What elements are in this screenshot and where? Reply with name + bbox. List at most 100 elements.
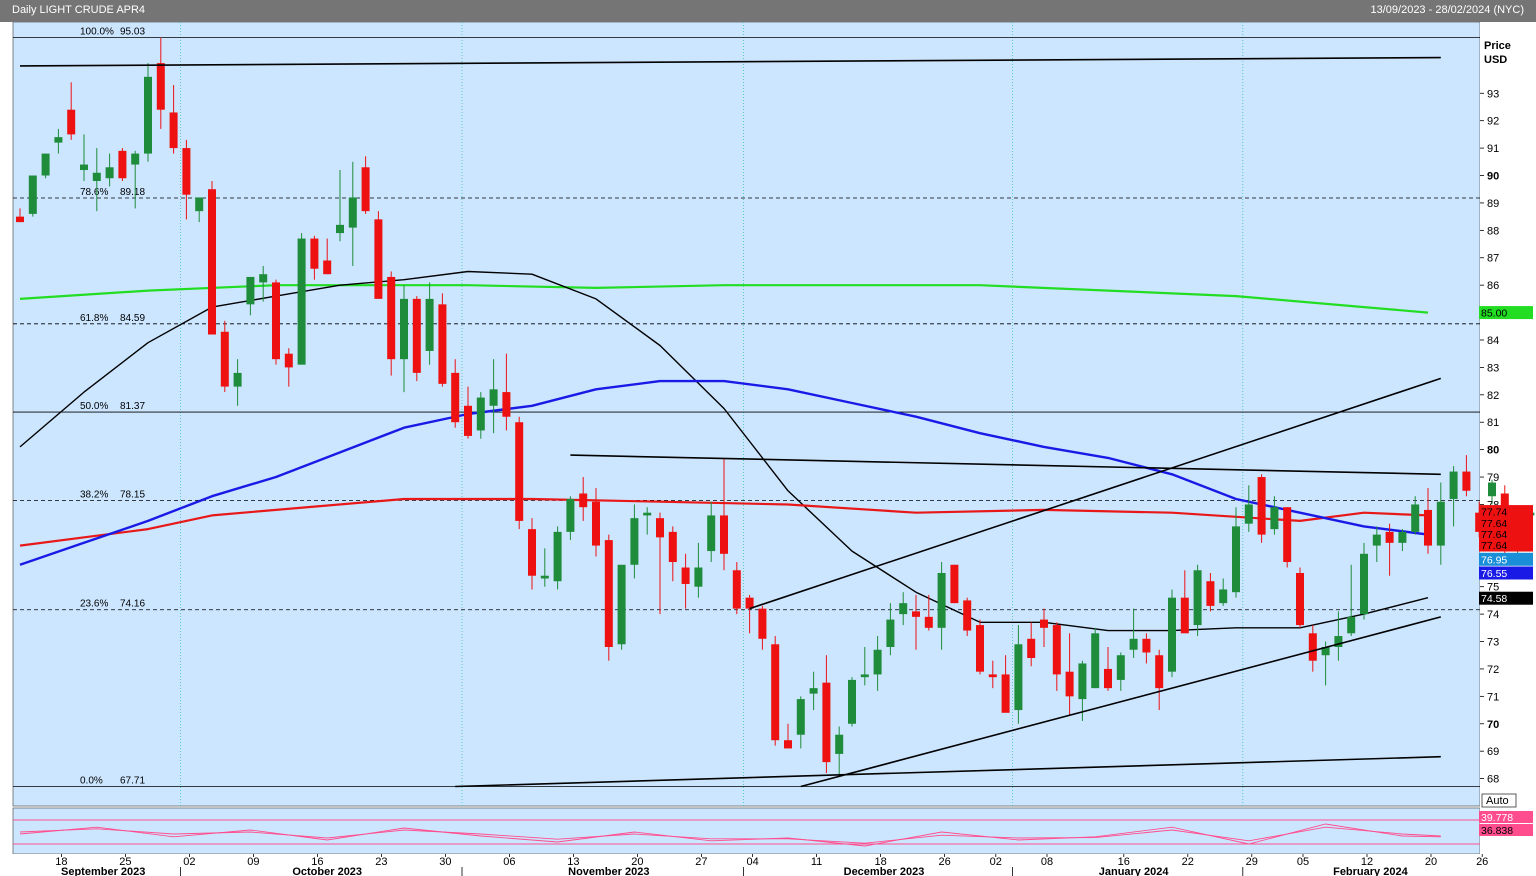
candle-body[interactable]: [681, 567, 690, 584]
candle-body[interactable]: [860, 674, 869, 678]
candle-body[interactable]: [707, 515, 716, 552]
candle-body[interactable]: [67, 109, 76, 135]
candle-body[interactable]: [489, 389, 498, 406]
candle-body[interactable]: [732, 570, 741, 609]
candle-body[interactable]: [976, 625, 984, 672]
candle-body[interactable]: [1462, 471, 1471, 491]
candle-body[interactable]: [233, 372, 242, 387]
candle-body[interactable]: [412, 298, 421, 373]
candle-body[interactable]: [1232, 526, 1240, 593]
candle-body[interactable]: [950, 564, 959, 604]
candle-body[interactable]: [963, 600, 972, 631]
candle-body[interactable]: [1168, 597, 1176, 672]
candle-body[interactable]: [886, 619, 895, 648]
candle-body[interactable]: [924, 616, 933, 628]
candle-body[interactable]: [297, 238, 306, 365]
candle-body[interactable]: [1116, 655, 1125, 680]
candle-body[interactable]: [1283, 507, 1292, 563]
candle-body[interactable]: [848, 679, 856, 724]
candle-body[interactable]: [16, 216, 24, 223]
candle-body[interactable]: [784, 740, 792, 749]
candle-body[interactable]: [579, 493, 588, 508]
candle-body[interactable]: [438, 304, 447, 384]
candle-body[interactable]: [873, 649, 882, 675]
candle-body[interactable]: [1296, 572, 1304, 626]
candle-body[interactable]: [1001, 674, 1010, 713]
candle-body[interactable]: [1091, 633, 1100, 689]
candle-body[interactable]: [988, 674, 997, 678]
candle-body[interactable]: [694, 567, 703, 587]
candle-body[interactable]: [1155, 655, 1164, 689]
candle-body[interactable]: [540, 575, 549, 579]
candle-body[interactable]: [630, 518, 639, 565]
candle-body[interactable]: [28, 175, 37, 214]
candle-body[interactable]: [1334, 636, 1343, 648]
candle-body[interactable]: [809, 688, 818, 694]
candle-body[interactable]: [835, 734, 844, 754]
candle-body[interactable]: [259, 274, 268, 283]
candle-body[interactable]: [144, 76, 152, 154]
candle-body[interactable]: [361, 167, 370, 212]
candle-body[interactable]: [912, 611, 920, 617]
candle-body[interactable]: [1104, 668, 1112, 689]
candle-body[interactable]: [41, 153, 50, 176]
candle-body[interactable]: [822, 682, 831, 763]
candle-body[interactable]: [1129, 638, 1138, 650]
candle-body[interactable]: [592, 501, 600, 546]
candle-body[interactable]: [937, 572, 946, 628]
candle-body[interactable]: [643, 512, 652, 516]
candle-body[interactable]: [464, 405, 472, 436]
candle-body[interactable]: [105, 167, 114, 179]
candle-body[interactable]: [668, 531, 677, 563]
candle-body[interactable]: [553, 531, 562, 582]
candle-body[interactable]: [1347, 616, 1356, 634]
candle-body[interactable]: [771, 644, 780, 741]
candle-body[interactable]: [745, 597, 754, 609]
candle-body[interactable]: [54, 137, 63, 143]
candle-body[interactable]: [1411, 504, 1420, 532]
candle-body[interactable]: [284, 353, 293, 368]
candle-body[interactable]: [425, 298, 434, 351]
candle-body[interactable]: [1372, 534, 1381, 546]
candle-body[interactable]: [1180, 597, 1189, 634]
candle-body[interactable]: [195, 197, 204, 212]
candle-body[interactable]: [1488, 482, 1496, 497]
candle-body[interactable]: [1398, 531, 1407, 543]
candle-body[interactable]: [899, 603, 908, 615]
candle-body[interactable]: [156, 63, 165, 110]
candle-body[interactable]: [528, 529, 536, 576]
candle-body[interactable]: [387, 276, 396, 360]
candle-body[interactable]: [1449, 471, 1458, 499]
candle-body[interactable]: [1270, 507, 1279, 530]
candle-body[interactable]: [1027, 638, 1036, 658]
candle-body[interactable]: [502, 392, 511, 417]
candle-body[interactable]: [1052, 625, 1061, 675]
candle-body[interactable]: [1385, 531, 1394, 543]
candle-body[interactable]: [92, 172, 101, 181]
candle-body[interactable]: [310, 238, 319, 269]
candle-body[interactable]: [169, 112, 178, 149]
candle-body[interactable]: [1078, 663, 1087, 700]
candle-body[interactable]: [1360, 553, 1368, 615]
auto-scale-button[interactable]: [1481, 793, 1517, 808]
candle-body[interactable]: [1065, 671, 1074, 697]
candle-body[interactable]: [1257, 477, 1266, 535]
candle-body[interactable]: [323, 260, 332, 275]
candle-body[interactable]: [1436, 501, 1445, 546]
candle-body[interactable]: [1424, 509, 1432, 546]
candle-body[interactable]: [1040, 619, 1048, 628]
candle-body[interactable]: [208, 189, 216, 335]
candle-body[interactable]: [1219, 589, 1228, 604]
candle-body[interactable]: [348, 197, 357, 228]
candle-body[interactable]: [796, 699, 805, 735]
candle-body[interactable]: [246, 276, 255, 305]
candle-body[interactable]: [476, 397, 485, 431]
candle-body[interactable]: [220, 331, 229, 387]
candle-body[interactable]: [336, 224, 344, 234]
candle-body[interactable]: [656, 518, 664, 538]
candle-body[interactable]: [374, 219, 383, 299]
candle-body[interactable]: [1321, 647, 1330, 656]
candle-body[interactable]: [182, 148, 191, 195]
candle-body[interactable]: [1308, 633, 1317, 661]
candle-body[interactable]: [400, 298, 408, 360]
